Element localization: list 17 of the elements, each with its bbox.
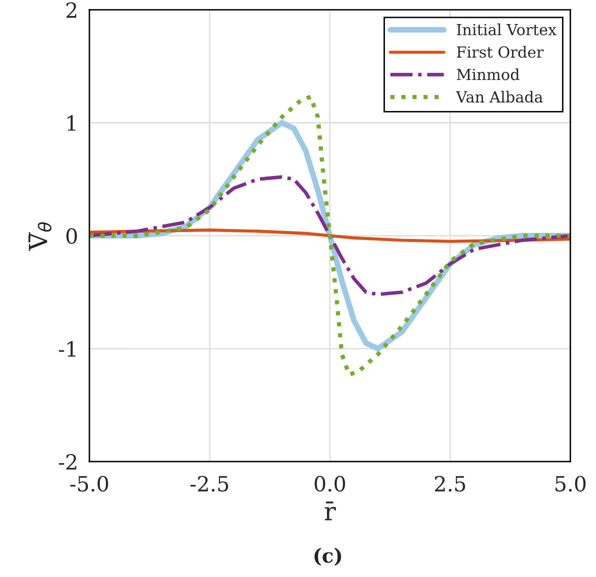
y-tick-label: 0 [66, 228, 77, 244]
y-tick-label: -2 [58, 454, 76, 470]
legend-label: Van Albada [456, 90, 543, 103]
x-tick-label: -5.0 [70, 476, 108, 492]
legend-label: First Order [456, 46, 544, 58]
x-tick-label: 5.0 [556, 476, 586, 492]
legend-label: Initial Vortex [456, 24, 556, 36]
y-tick-label: 2 [66, 2, 76, 18]
y-tick-label: -1 [58, 341, 76, 357]
y-axis-title: V̄$_{θ}$ [28, 222, 52, 251]
legend-label: Minmod [456, 68, 520, 80]
y-tick-label: 1 [68, 115, 76, 131]
x-axis-title: r̄ [324, 502, 336, 520]
x-tick-label: 2.5 [434, 476, 466, 492]
text: (c) [314, 548, 342, 566]
x-tick-label: -2.5 [190, 476, 228, 492]
x-tick-label: 0.0 [314, 476, 346, 492]
